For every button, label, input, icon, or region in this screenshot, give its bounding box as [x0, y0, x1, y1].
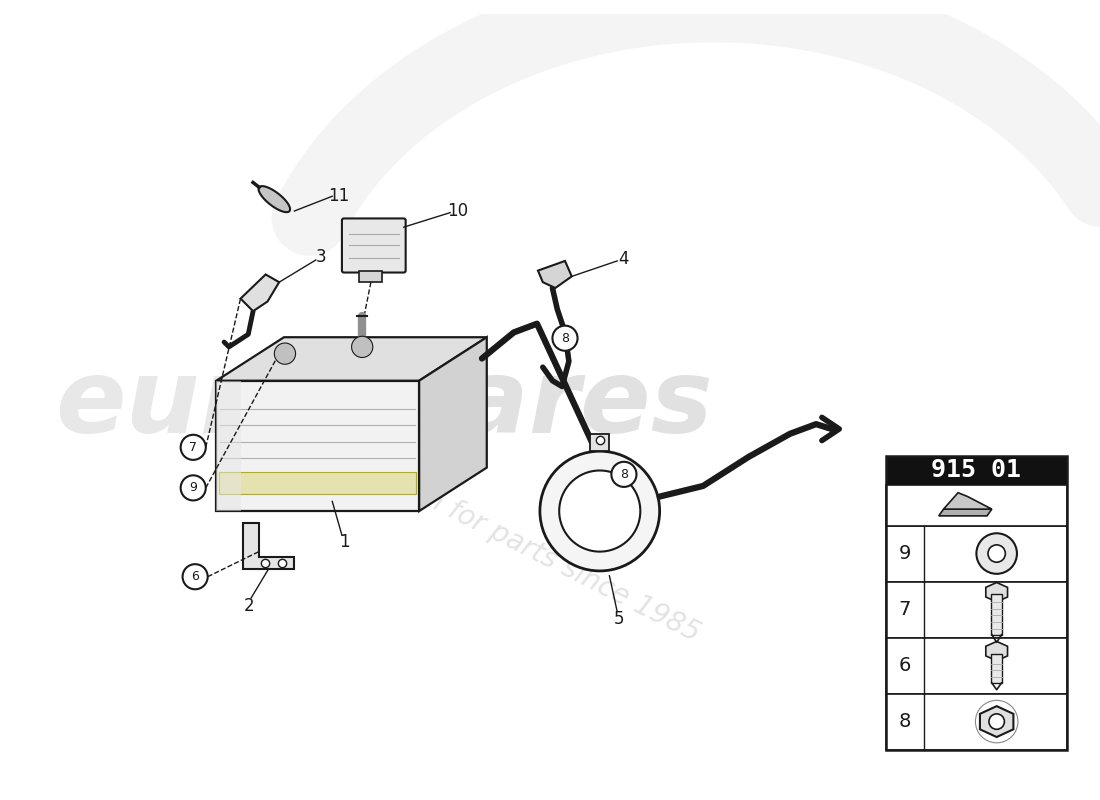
Polygon shape: [986, 582, 1008, 602]
Polygon shape: [980, 706, 1013, 737]
Circle shape: [612, 462, 637, 487]
Text: 8: 8: [620, 468, 628, 481]
Polygon shape: [419, 338, 487, 511]
Polygon shape: [258, 186, 290, 212]
Text: 4: 4: [618, 250, 629, 268]
Polygon shape: [944, 493, 992, 509]
Circle shape: [183, 564, 208, 590]
Bar: [886, 456, 1067, 750]
Polygon shape: [241, 274, 279, 311]
Bar: [991, 654, 1002, 683]
Circle shape: [355, 340, 368, 354]
Polygon shape: [538, 261, 572, 288]
Text: 6: 6: [191, 570, 199, 583]
Text: 7: 7: [899, 600, 911, 619]
Bar: [886, 526, 1067, 582]
Text: spares: spares: [322, 354, 714, 455]
Text: 1: 1: [340, 533, 350, 551]
Circle shape: [988, 545, 1005, 562]
Circle shape: [552, 326, 578, 350]
Polygon shape: [243, 522, 294, 569]
Circle shape: [977, 534, 1016, 574]
Circle shape: [274, 343, 296, 364]
Polygon shape: [217, 381, 419, 511]
Text: 8: 8: [899, 712, 911, 731]
Text: 6: 6: [899, 656, 911, 675]
Circle shape: [180, 434, 206, 460]
FancyBboxPatch shape: [342, 218, 406, 273]
Text: euro: euro: [55, 354, 322, 455]
Circle shape: [359, 343, 366, 350]
Polygon shape: [938, 509, 992, 516]
Text: a passion for parts since 1985: a passion for parts since 1985: [318, 432, 704, 648]
Circle shape: [180, 475, 206, 501]
Polygon shape: [986, 642, 1008, 661]
Circle shape: [282, 350, 289, 358]
Circle shape: [352, 336, 373, 358]
Text: 915 01: 915 01: [932, 458, 1022, 482]
Text: 11: 11: [329, 187, 350, 206]
Text: 9: 9: [899, 544, 911, 563]
Text: 7: 7: [189, 441, 197, 454]
Polygon shape: [360, 270, 383, 282]
Bar: [991, 594, 1002, 634]
Circle shape: [989, 714, 1004, 730]
Bar: [886, 638, 1067, 694]
Text: 3: 3: [316, 248, 326, 266]
Bar: [886, 582, 1067, 638]
Text: 9: 9: [189, 482, 197, 494]
Circle shape: [540, 451, 660, 571]
Polygon shape: [217, 381, 241, 511]
Circle shape: [559, 470, 640, 552]
Bar: [886, 456, 1067, 485]
Text: 10: 10: [448, 202, 469, 220]
Text: 8: 8: [561, 332, 569, 345]
Circle shape: [278, 347, 292, 361]
Polygon shape: [217, 338, 487, 381]
Text: 2: 2: [244, 597, 254, 614]
Bar: [886, 694, 1067, 750]
Bar: [886, 485, 1067, 526]
Polygon shape: [590, 434, 609, 451]
Text: 5: 5: [614, 610, 625, 628]
Polygon shape: [219, 473, 416, 494]
